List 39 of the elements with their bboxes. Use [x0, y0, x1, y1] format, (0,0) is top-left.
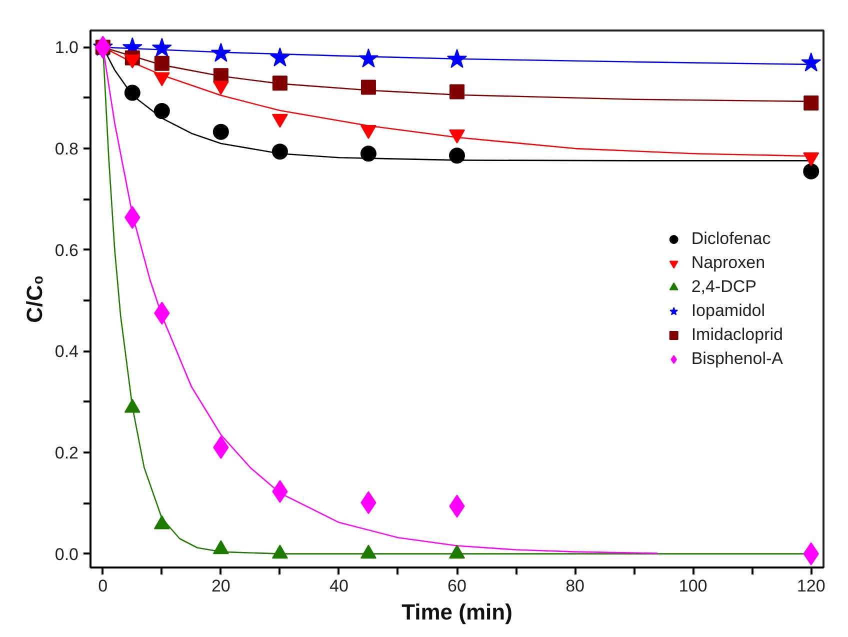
y-tick-label: 0.6	[54, 240, 79, 260]
point	[446, 48, 468, 68]
legend-label: Diclofenac	[691, 228, 771, 250]
y-tick-label: 0.2	[54, 444, 79, 462]
point	[154, 103, 170, 120]
x-tick-label: 0	[98, 576, 108, 596]
point	[449, 148, 465, 164]
point	[154, 56, 170, 71]
point	[210, 42, 231, 62]
legend-label: Iopamidol	[691, 300, 766, 322]
point	[152, 38, 172, 57]
x-tick-label: 100	[678, 576, 708, 596]
point	[272, 144, 288, 160]
point	[358, 48, 378, 68]
point	[272, 76, 288, 91]
point	[270, 47, 290, 66]
point	[360, 146, 376, 162]
x-axis-title: Time (min)	[402, 600, 512, 624]
point	[803, 163, 820, 180]
y-tick-label: 0.8	[54, 140, 79, 159]
legend-label: Imidacloprid	[691, 324, 783, 346]
legend-label: Naproxen	[691, 252, 766, 274]
point	[801, 52, 822, 72]
point	[450, 84, 464, 100]
point	[124, 84, 140, 101]
legend-label: 2,4-DCP	[691, 276, 757, 298]
y-tick-label: 1.0	[54, 38, 79, 58]
x-tick-label: 120	[796, 576, 826, 596]
text: 0.0	[54, 544, 79, 564]
point	[212, 124, 229, 140]
legend-label: Bisphenol-A	[691, 348, 783, 370]
x-tick-label: 60	[448, 576, 466, 596]
point	[804, 95, 819, 110]
x-tick-label: 40	[330, 576, 348, 596]
x-tick-label: 80	[566, 576, 585, 596]
point	[360, 80, 376, 95]
y-tick-label: 0.4	[54, 342, 79, 362]
x-tick-label: 20	[211, 576, 230, 596]
y-axis-title: C/C₀	[22, 275, 47, 323]
